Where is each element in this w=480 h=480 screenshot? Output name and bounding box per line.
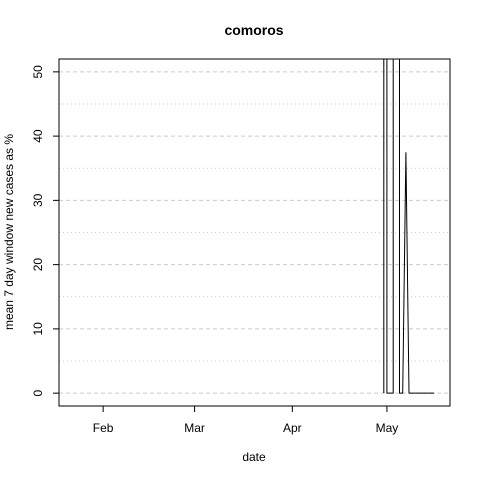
x-axis: Feb Mar Apr May	[93, 406, 398, 435]
y-axis-label: mean 7 day window new cases as %	[2, 134, 16, 330]
x-tick-label: Apr	[283, 421, 302, 435]
y-tick-label: 50	[31, 65, 45, 79]
x-tick-label: Mar	[184, 421, 205, 435]
series-group	[383, 58, 435, 394]
y-tick-label: 20	[31, 258, 45, 272]
grid	[59, 71, 450, 394]
y-tick-label: 30	[31, 193, 45, 207]
y-tick-label: 40	[31, 129, 45, 143]
plot-frame	[58, 58, 451, 407]
y-axis: 0 10 20 30 40 50	[31, 65, 59, 396]
y-tick-label: 10	[31, 322, 45, 336]
x-tick-label: Feb	[93, 421, 114, 435]
chart-title: comoros	[224, 22, 283, 38]
y-tick-label: 0	[31, 389, 45, 396]
series-line	[383, 58, 435, 394]
x-axis-label: date	[242, 450, 266, 464]
x-tick-label: May	[376, 421, 399, 435]
